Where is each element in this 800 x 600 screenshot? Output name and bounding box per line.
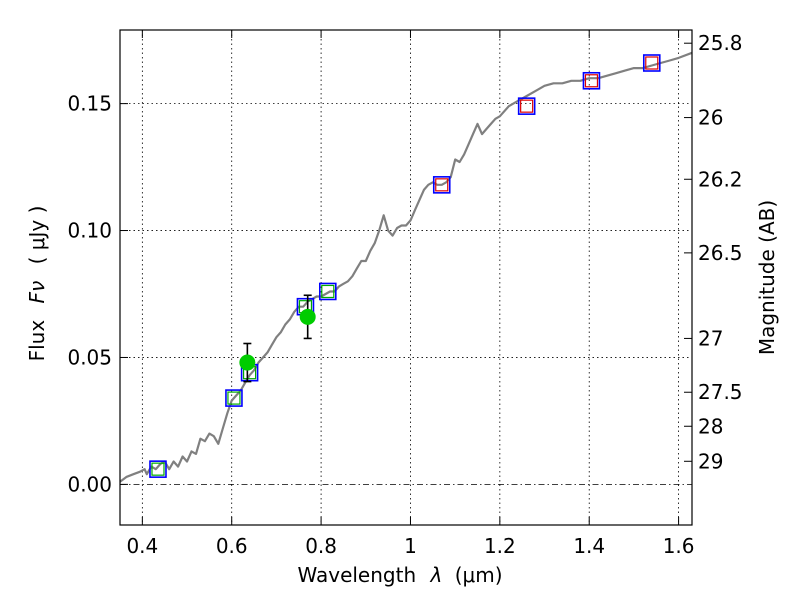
model-flux-inner-square xyxy=(584,74,599,88)
plot-frame xyxy=(119,29,693,526)
y2-axis-label: Magnitude (AB) xyxy=(755,200,779,355)
x-tick-label: 0.4 xyxy=(126,534,158,558)
x-tick-label: 1 xyxy=(404,534,417,558)
x-tick-label: 0.6 xyxy=(216,534,248,558)
model-flux-square xyxy=(432,176,451,194)
y2-tick-label: 28 xyxy=(698,414,723,438)
x-axis-label-unit: (μm) xyxy=(455,563,503,587)
x-axis-label-symbol: λ xyxy=(430,563,443,587)
model-flux-square xyxy=(642,54,661,72)
y2-tick-label: 26.5 xyxy=(698,241,743,265)
y-tick-label: 0.00 xyxy=(67,472,112,496)
x-tick-label: 0.8 xyxy=(305,534,337,558)
sed-model-line xyxy=(119,51,693,483)
y2-tick-label: 27.5 xyxy=(698,380,743,404)
series-layer xyxy=(119,51,693,483)
model-flux-inner-square xyxy=(227,391,241,405)
model-flux-square xyxy=(225,389,243,407)
y-tick-label: 0.05 xyxy=(67,345,112,369)
y-axis-label-text: Flux xyxy=(25,320,49,362)
model-flux-square xyxy=(582,71,601,90)
x-tick-label: 1.2 xyxy=(484,534,516,558)
observed-flux-point xyxy=(299,308,316,325)
x-axis-label-text: Wavelength xyxy=(297,563,416,587)
y2-tick-label: 25.8 xyxy=(698,31,743,55)
x-tick-label: 1.6 xyxy=(663,534,695,558)
y-axis-label-unit: ( μJy ) xyxy=(25,206,49,265)
model-flux-square xyxy=(517,97,536,115)
y-tick-label: 0.10 xyxy=(67,219,112,243)
model-flux-inner-square xyxy=(151,462,165,476)
model-flux-inner-square xyxy=(520,99,534,113)
model-flux-inner-square xyxy=(321,284,335,299)
y2-tick-label: 27 xyxy=(698,326,723,350)
ticks: 0.4 0.6 0.8 1 1.2 1.4 1.6 0.00 0.05 0.10 0.15 25.8 2… xyxy=(67,30,743,558)
y-tick-label: 0.15 xyxy=(67,92,112,116)
y-axis-label-symbol: Fν xyxy=(25,281,49,304)
observed-flux-point xyxy=(239,354,256,371)
model-flux-square xyxy=(318,282,337,301)
x-tick-label: 1.4 xyxy=(573,534,605,558)
model-flux-inner-square xyxy=(435,178,449,192)
y2-tick-label: 26 xyxy=(698,106,723,130)
y-axis-label: Flux Fν ( μJy ) xyxy=(25,206,49,362)
model-flux-square xyxy=(149,460,167,478)
model-flux-inner-square xyxy=(645,56,659,70)
grid xyxy=(120,30,692,525)
y2-tick-label: 26.2 xyxy=(698,167,743,191)
y2-tick-label: 29 xyxy=(698,449,723,473)
x-axis-label: Wavelength λ (μm) xyxy=(297,563,502,587)
